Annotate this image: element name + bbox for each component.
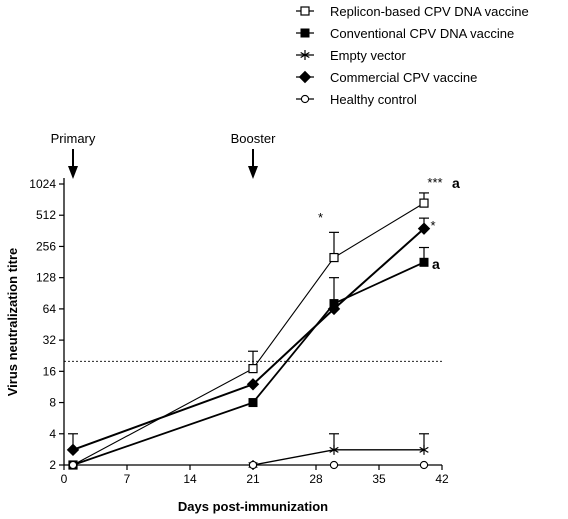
x-tick-label: 35	[372, 472, 386, 486]
y-tick-label: 512	[36, 208, 56, 222]
legend-marker	[300, 94, 310, 104]
significance-letter: a	[452, 175, 460, 191]
data-point	[248, 364, 258, 374]
legend-item: Conventional CPV DNA vaccine	[296, 26, 514, 41]
legend-marker	[300, 28, 310, 38]
booster-arrow-head	[248, 166, 258, 179]
legend-label: Empty vector	[330, 48, 407, 63]
data-point	[419, 198, 429, 208]
x-tick-label: 28	[309, 472, 323, 486]
data-point	[248, 398, 258, 408]
legend: Replicon-based CPV DNA vaccine Convention…	[296, 4, 529, 107]
legend-item: Replicon-based CPV DNA vaccine	[296, 4, 529, 19]
primary-arrow-head	[68, 166, 78, 179]
legend-item: Healthy control	[296, 92, 417, 107]
data-point	[246, 378, 260, 391]
y-tick-label: 64	[43, 302, 57, 316]
data-point	[329, 444, 339, 455]
legend-marker	[300, 6, 310, 16]
data-point	[419, 257, 429, 267]
legend-marker	[298, 70, 312, 84]
legend-item: Commercial CPV vaccine	[296, 70, 477, 85]
series-line	[72, 227, 425, 451]
primary-label: Primary	[51, 131, 96, 146]
data-point	[248, 460, 258, 470]
data-point	[419, 444, 429, 455]
x-tick-label: 42	[435, 472, 449, 486]
data-point	[327, 302, 341, 316]
y-tick-label: 1024	[29, 177, 56, 191]
series-line	[72, 202, 425, 466]
x-axis-title: Days post-immunization	[178, 499, 328, 514]
series-line	[72, 261, 425, 466]
y-tick-label: 128	[36, 271, 56, 285]
legend-marker	[300, 50, 310, 60]
y-tick-label: 256	[36, 239, 56, 253]
y-tick-label: 2	[49, 458, 56, 472]
series-line	[252, 449, 424, 466]
data-point	[66, 443, 80, 457]
data-point	[329, 460, 339, 470]
data-point	[329, 252, 339, 263]
legend-label: Conventional CPV DNA vaccine	[330, 26, 514, 41]
y-axis-title: Virus neutralization titre	[5, 248, 20, 397]
booster-label: Booster	[231, 131, 276, 146]
y-tick-label: 8	[49, 396, 56, 410]
booster: Booster	[231, 131, 276, 179]
x-tick-label: 21	[246, 472, 260, 486]
legend-label: Commercial CPV vaccine	[330, 70, 477, 85]
primary: Primary	[51, 131, 96, 179]
annotations: Primary Booster**** a*a	[51, 131, 460, 272]
y-tick-label: 16	[43, 364, 57, 378]
y-tick-label: 32	[43, 333, 57, 347]
data-point	[417, 222, 431, 235]
axes: 2 4 8 16 32 64 128 256 512 1024 0 7 14 21 28 35 42 Days p…	[5, 177, 449, 514]
significance-star: *	[318, 210, 323, 225]
significance-star: *	[430, 218, 435, 233]
data-point	[419, 460, 429, 470]
data-point	[68, 460, 78, 470]
significance-letter: a	[432, 256, 440, 272]
x-tick-label: 0	[61, 472, 68, 486]
significance-star: ***	[427, 175, 442, 190]
plot-area	[64, 192, 442, 470]
legend-item: Empty vector	[296, 48, 407, 63]
legend-label: Healthy control	[330, 92, 417, 107]
x-tick-label: 14	[183, 472, 197, 486]
legend-label: Replicon-based CPV DNA vaccine	[330, 4, 529, 19]
y-tick-label: 4	[49, 427, 56, 441]
x-tick-label: 7	[124, 472, 131, 486]
